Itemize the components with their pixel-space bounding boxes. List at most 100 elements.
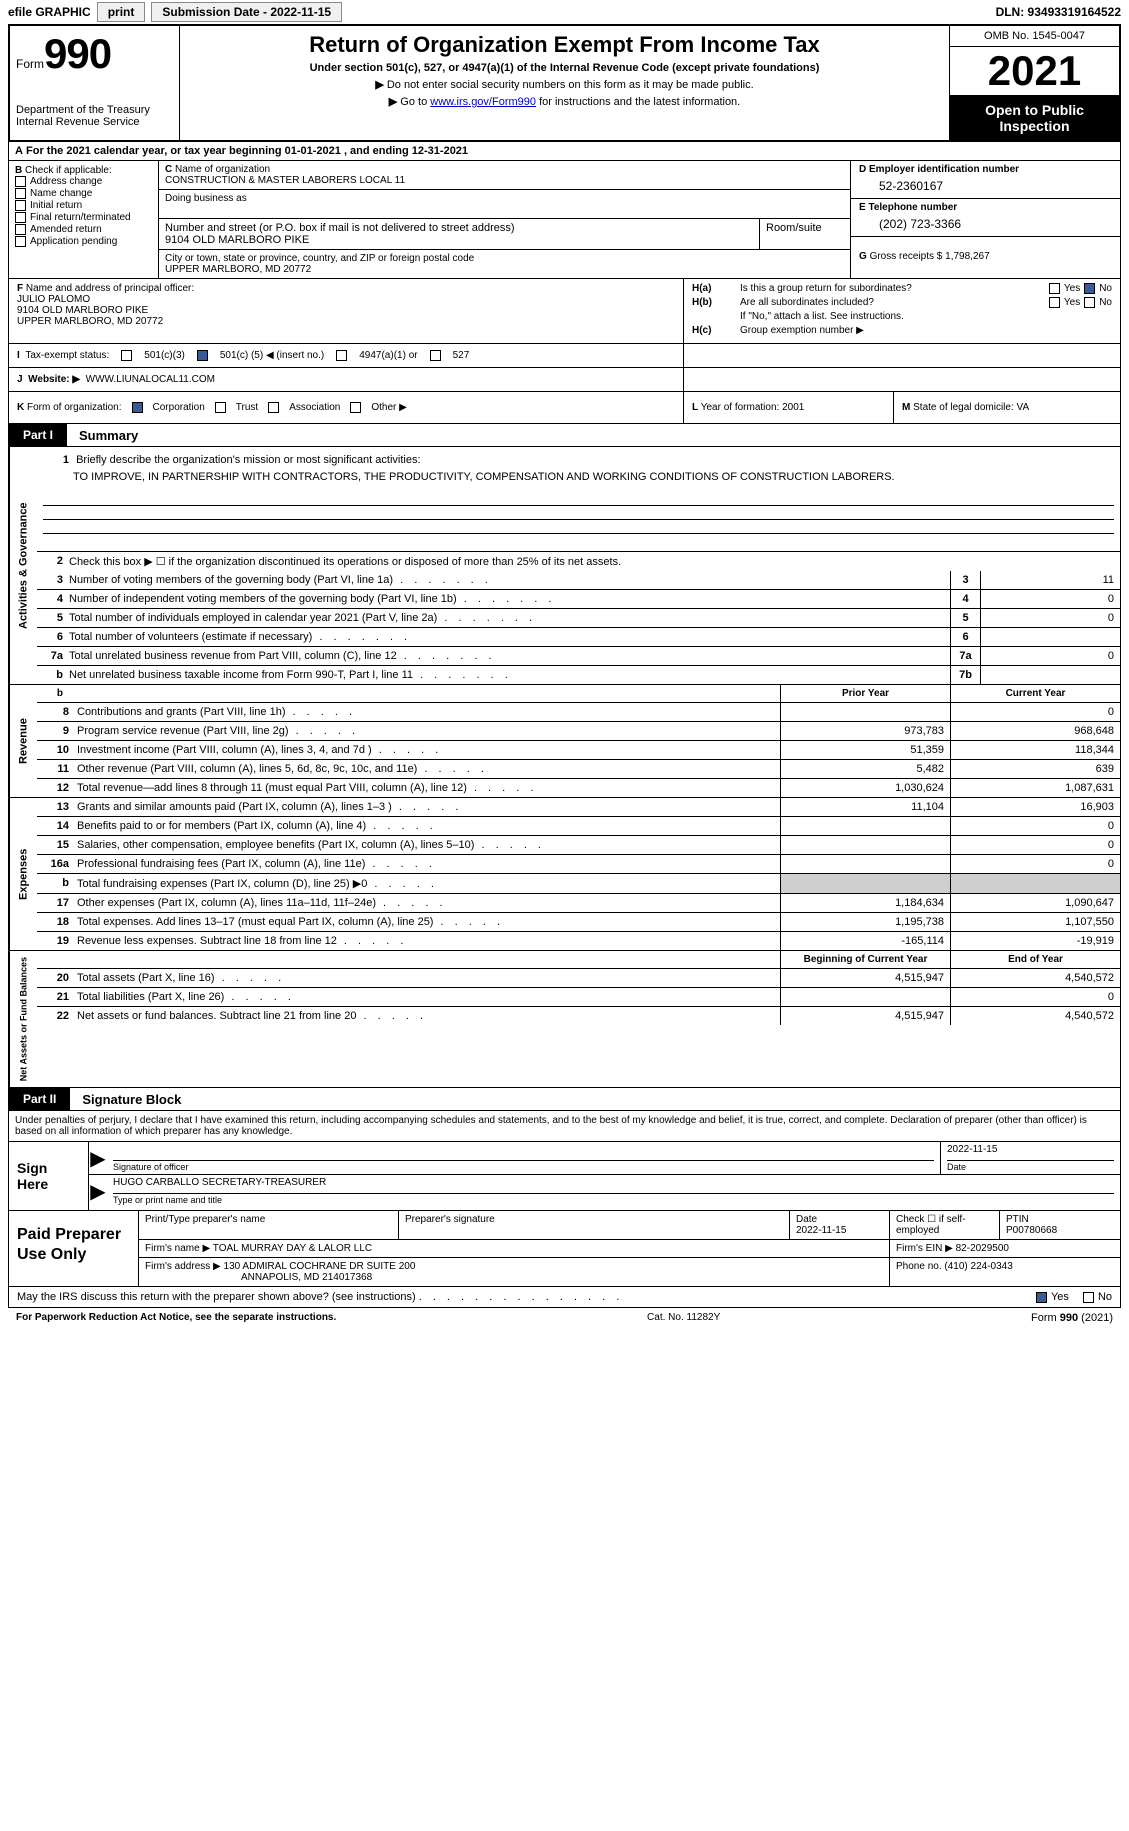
org-name: CONSTRUCTION & MASTER LABORERS LOCAL 11 xyxy=(165,175,405,186)
footer-row: For Paperwork Reduction Act Notice, see … xyxy=(8,1308,1121,1328)
fin-curr: 1,087,631 xyxy=(950,779,1120,797)
submission-date-button[interactable]: Submission Date - 2022-11-15 xyxy=(151,2,342,22)
phone-val: (410) 224-0343 xyxy=(944,1261,1012,1272)
hb-text: Are all subordinates included? xyxy=(740,297,1049,308)
chk-trust[interactable] xyxy=(215,402,226,413)
fin-text: Total expenses. Add lines 13–17 (must eq… xyxy=(73,913,780,931)
discuss-yes-chk[interactable] xyxy=(1036,1292,1047,1303)
fin-text: Total revenue—add lines 8 through 11 (mu… xyxy=(73,779,780,797)
sub3-pre: Go to xyxy=(400,96,430,108)
irs-label: Internal Revenue Service xyxy=(16,116,173,128)
ag-text: Total unrelated business revenue from Pa… xyxy=(67,647,950,665)
chk-corp[interactable] xyxy=(132,402,143,413)
part2-tab: Part II xyxy=(9,1088,70,1110)
row-k-right: M State of legal domicile: VA xyxy=(894,392,1120,423)
fin-prior: 1,030,624 xyxy=(780,779,950,797)
firm-ein-val: 82-2029500 xyxy=(956,1243,1009,1254)
dln-label: DLN: 93493319164522 xyxy=(996,5,1121,19)
sig-row-1: ▶ Signature of officer 2022-11-15 Date xyxy=(89,1142,1120,1175)
letter-f: F xyxy=(17,283,23,294)
fin-row: 18Total expenses. Add lines 13–17 (must … xyxy=(37,913,1120,932)
hb-yes-chk[interactable] xyxy=(1049,297,1060,308)
col-b: B Check if applicable: Address change Na… xyxy=(9,161,159,278)
chk-4947[interactable] xyxy=(336,350,347,361)
opt-address-change: Address change xyxy=(30,176,102,187)
city-val: UPPER MARLBORO, MD 20772 xyxy=(165,264,311,275)
lbl-4947: 4947(a)(1) or xyxy=(359,350,417,361)
fin-row: 20Total assets (Part X, line 16) . . . .… xyxy=(37,969,1120,988)
fin-text: Program service revenue (Part VIII, line… xyxy=(73,722,780,740)
ag-text: Number of independent voting members of … xyxy=(67,590,950,608)
chk-527[interactable] xyxy=(430,350,441,361)
part1-ag: Activities & Governance 1 Briefly descri… xyxy=(8,447,1121,685)
chk-other[interactable] xyxy=(350,402,361,413)
fin-prior: 973,783 xyxy=(780,722,950,740)
part1-tab: Part I xyxy=(9,424,67,446)
fin-text: Other revenue (Part VIII, column (A), li… xyxy=(73,760,780,778)
print-button[interactable]: print xyxy=(97,2,146,22)
officer-addr2: UPPER MARLBORO, MD 20772 xyxy=(17,316,163,327)
sign-here-label: Sign Here xyxy=(9,1142,89,1210)
discuss-yes: Yes xyxy=(1051,1291,1069,1303)
ag-val: 0 xyxy=(980,590,1120,608)
discuss-no-chk[interactable] xyxy=(1083,1292,1094,1303)
fin-curr: -19,919 xyxy=(950,932,1120,950)
lbl-assoc: Association xyxy=(289,402,340,413)
sig-officer-label: Signature of officer xyxy=(113,1160,934,1172)
header-sub1: Under section 501(c), 527, or 4947(a)(1)… xyxy=(310,62,820,74)
ptin-label: PTIN xyxy=(1006,1214,1029,1225)
sub3-post: for instructions and the latest informat… xyxy=(536,96,740,108)
ptin-val: P00780668 xyxy=(1006,1225,1057,1236)
chk-app-pending[interactable] xyxy=(15,236,26,247)
ha-no-chk[interactable] xyxy=(1084,283,1095,294)
form-header: Form 990 Department of the Treasury Inte… xyxy=(8,24,1121,142)
ag-text: Total number of volunteers (estimate if … xyxy=(67,628,950,646)
ag-cell: 5 xyxy=(950,609,980,627)
opt-initial-return: Initial return xyxy=(30,200,82,211)
sign-grid: Sign Here ▶ Signature of officer 2022-11… xyxy=(9,1142,1120,1210)
c-name-row: C Name of organization CONSTRUCTION & MA… xyxy=(159,161,850,190)
typed-name-val: HUGO CARBALLO SECRETARY-TREASURER xyxy=(113,1177,1114,1193)
na-curr-head: End of Year xyxy=(950,951,1120,968)
ha-yes-chk[interactable] xyxy=(1049,283,1060,294)
part1-rev-body: b Prior Year Current Year 8Contributions… xyxy=(37,685,1120,797)
sig-date-label: Date xyxy=(947,1160,1114,1172)
row-k-left: K Form of organization: Corporation Trus… xyxy=(9,392,684,423)
chk-amended-return[interactable] xyxy=(15,224,26,235)
ag-num: 7a xyxy=(37,647,67,665)
website-val: WWW.LIUNALOCAL11.COM xyxy=(86,374,215,385)
chk-501c[interactable] xyxy=(197,350,208,361)
prep-date-val: 2022-11-15 xyxy=(796,1225,846,1236)
mission-line3 xyxy=(43,533,1114,547)
letter-a: A xyxy=(15,145,23,157)
part1-exp: Expenses 13Grants and similar amounts pa… xyxy=(8,798,1121,951)
chk-initial-return[interactable] xyxy=(15,200,26,211)
chk-501c3[interactable] xyxy=(121,350,132,361)
efile-label: efile GRAPHIC xyxy=(8,5,91,19)
hb-no-chk[interactable] xyxy=(1084,297,1095,308)
chk-address-change[interactable] xyxy=(15,176,26,187)
chk-name-change[interactable] xyxy=(15,188,26,199)
fin-num: 17 xyxy=(37,894,73,912)
form-word: Form xyxy=(16,57,44,71)
irs-link[interactable]: www.irs.gov/Form990 xyxy=(430,96,536,108)
sig-date-cell: 2022-11-15 Date xyxy=(940,1142,1120,1174)
firm-ein-cell: Firm's EIN ▶ 82-2029500 xyxy=(890,1240,1120,1257)
open-to-public: Open to Public Inspection xyxy=(950,96,1119,140)
part1-title: Summary xyxy=(67,428,138,443)
form-990-page: efile GRAPHIC print Submission Date - 20… xyxy=(0,0,1129,1328)
chk-final-return[interactable] xyxy=(15,212,26,223)
fin-curr: 1,090,647 xyxy=(950,894,1120,912)
ag-val: 11 xyxy=(980,571,1120,589)
tel-row: E Telephone number (202) 723-3366 xyxy=(851,199,1120,237)
part1-rev: Revenue b Prior Year Current Year 8Contr… xyxy=(8,685,1121,798)
c-dba-row: Doing business as xyxy=(159,190,850,219)
fin-curr: 16,903 xyxy=(950,798,1120,816)
fin-prior: 11,104 xyxy=(780,798,950,816)
fin-text: Other expenses (Part IX, column (A), lin… xyxy=(73,894,780,912)
fin-text: Professional fundraising fees (Part IX, … xyxy=(73,855,780,873)
firm-addr2: ANNAPOLIS, MD 214017368 xyxy=(145,1272,372,1283)
footer-left: For Paperwork Reduction Act Notice, see … xyxy=(16,1312,336,1324)
fin-num: 12 xyxy=(37,779,73,797)
chk-assoc[interactable] xyxy=(268,402,279,413)
